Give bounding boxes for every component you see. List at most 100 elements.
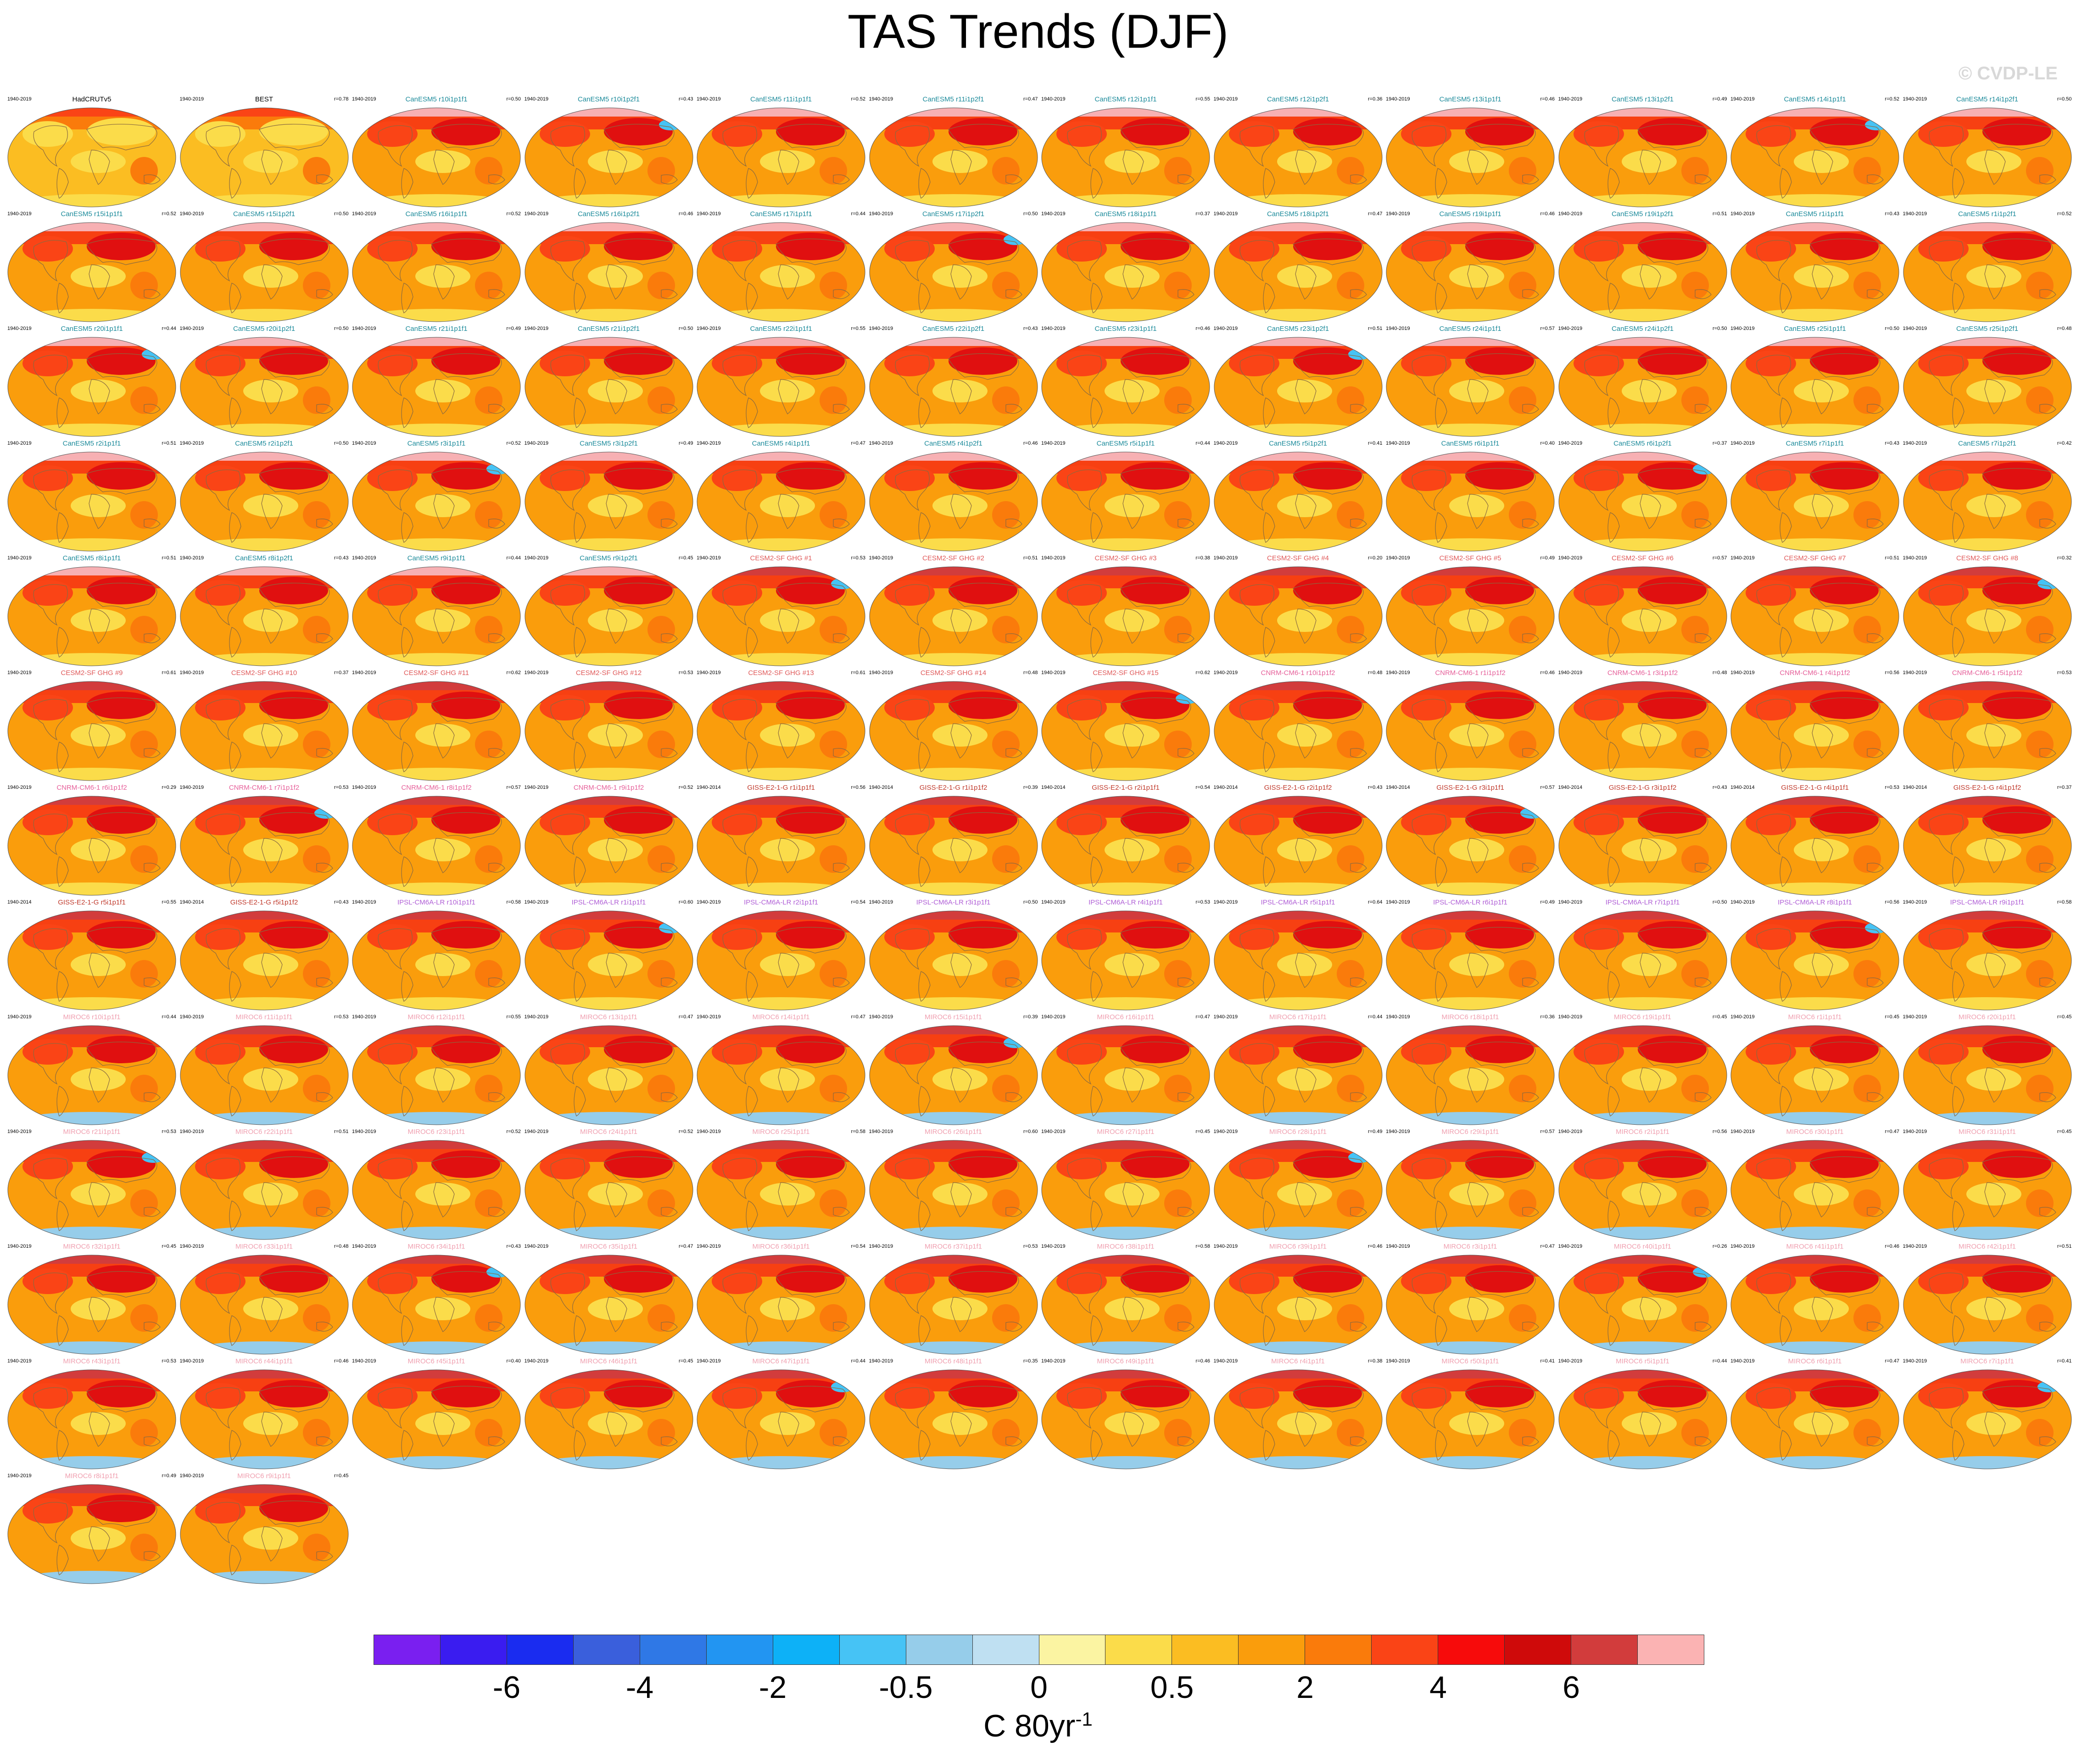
north-america-anomaly	[1746, 236, 1796, 262]
tropical-anomaly	[932, 150, 988, 173]
continent-outline	[1467, 150, 1489, 185]
map-border	[1558, 107, 1727, 207]
indian-ocean-anomaly	[647, 501, 675, 529]
north-america-anomaly	[884, 351, 935, 376]
tropical-anomaly	[415, 380, 470, 402]
map-panel: 1940-2014 GISS-E2-1-G r2i1p1f2 r=0.43	[1213, 784, 1384, 899]
continent-outline	[1005, 1207, 1022, 1217]
continent-outline	[1122, 150, 1144, 185]
continent-outline	[1262, 1430, 1275, 1461]
continent-outline	[1929, 469, 1964, 511]
southern-ocean-anomaly	[200, 1227, 329, 1239]
panel-member-name: CanESM5 r6i1p2f1	[1613, 440, 1672, 447]
panel-correlation: r=0.54	[851, 1244, 866, 1249]
continent-outline	[722, 240, 757, 282]
continent-outline	[1867, 1092, 1884, 1102]
trend-map	[697, 910, 865, 1010]
map-border	[1903, 1025, 2071, 1125]
continent-outline	[1867, 1322, 1884, 1332]
eurasia-anomaly	[87, 1380, 156, 1407]
map-border	[1041, 1025, 1210, 1125]
continent-outline	[56, 512, 69, 543]
continent-outline	[89, 838, 110, 873]
continent-outline	[33, 1158, 68, 1200]
north-america-anomaly	[1056, 1268, 1107, 1294]
continent-outline	[1350, 289, 1367, 299]
indian-ocean-anomaly	[647, 1189, 675, 1217]
indian-ocean-anomaly	[820, 1304, 847, 1332]
panel-correlation: r=0.47	[1368, 211, 1383, 217]
panel-member-name: CanESM5 r21i1p1f1	[405, 325, 468, 333]
continent-outline	[1929, 125, 1964, 167]
trend-map	[869, 1140, 1038, 1240]
continent-outline	[206, 699, 240, 741]
panel-member-name: CanESM5 r11i1p2f1	[922, 95, 984, 103]
panel-member-name: CanESM5 r5i1p1f1	[1096, 440, 1155, 447]
southern-ocean-anomaly	[372, 997, 501, 1010]
map-border	[869, 1025, 1038, 1125]
continent-outline	[1239, 1158, 1274, 1200]
map-border	[1558, 681, 1727, 781]
map-panel: 1940-2019 MIROC6 r9i1p1f1 r=0.45	[179, 1472, 350, 1587]
north-america-anomaly	[1746, 351, 1796, 376]
panel-period: 1940-2019	[7, 555, 32, 561]
continent-outline	[1780, 856, 1792, 887]
continent-outline	[378, 584, 413, 626]
panel-member-name: CESM2-SF GHG #3	[1094, 554, 1157, 562]
map-panel: 1940-2019 MIROC6 r22i1p1f1 r=0.51	[179, 1128, 350, 1243]
continent-outline	[1295, 1182, 1317, 1217]
panel-member-name: CNRM-CM6-1 r9i1p1f2	[573, 784, 644, 792]
north-america-anomaly	[367, 121, 418, 147]
map-panel: 1940-2019 CanESM5 r9i1p2f1 r=0.45	[524, 554, 694, 669]
panel-correlation: r=0.50	[2057, 96, 2072, 102]
north-america-anomaly	[195, 580, 246, 606]
tropical-anomaly	[71, 609, 126, 632]
map-panel: 1940-2019 CNRM-CM6-1 r5i1p1f2 r=0.53	[1902, 669, 2073, 784]
colorbar-swatch	[1438, 1635, 1505, 1664]
continent-outline	[1239, 814, 1274, 855]
panel-period: 1940-2019	[1903, 211, 1927, 217]
north-america-anomaly	[712, 924, 762, 950]
trend-map	[525, 1140, 693, 1240]
map-border	[1903, 796, 2071, 896]
map-border	[1558, 222, 1727, 322]
cold-anomaly	[1865, 119, 1888, 130]
panel-member-name: IPSL-CM6A-LR r10i1p1f1	[397, 899, 476, 906]
continent-outline	[431, 1386, 502, 1412]
continent-outline	[1090, 856, 1103, 887]
map-panel: 1940-2019 MIROC6 r17i1p1f1 r=0.44	[1213, 1013, 1384, 1128]
map-border	[1558, 1025, 1727, 1125]
north-america-anomaly	[1056, 351, 1107, 376]
panel-period: 1940-2019	[1903, 441, 1927, 446]
continent-outline	[1350, 1436, 1367, 1446]
continent-outline	[950, 264, 972, 300]
trend-map	[697, 337, 865, 437]
trend-map	[1386, 796, 1555, 896]
panel-period: 1940-2019	[1041, 441, 1066, 446]
continent-outline	[378, 814, 413, 855]
continent-outline	[1981, 1156, 2053, 1183]
panel-member-name: GISS-E2-1-G r2i1p1f1	[1092, 784, 1160, 792]
map-border	[7, 337, 176, 437]
continent-outline	[258, 1386, 330, 1412]
eurasia-anomaly	[1982, 118, 2051, 145]
panel-correlation: r=0.46	[1195, 1358, 1211, 1364]
map-panel: 1940-2019 CanESM5 r20i1p2f1 r=0.50	[179, 325, 350, 440]
continent-outline	[950, 953, 972, 988]
continent-outline	[948, 468, 1019, 495]
panel-correlation: r=0.47	[1540, 1244, 1555, 1249]
continent-outline	[206, 814, 240, 855]
map-panel: 1940-2019 CESM2-SF GHG #9 r=0.61	[6, 669, 177, 784]
trend-map	[1386, 1025, 1555, 1125]
page-title: TAS Trends (DJF)	[847, 5, 1229, 58]
continent-outline	[778, 608, 799, 644]
continent-outline	[918, 742, 931, 772]
southern-ocean-anomaly	[1923, 653, 2052, 666]
tropical-anomaly	[1449, 1412, 1504, 1435]
continent-outline	[1607, 1200, 1620, 1231]
north-america-anomaly	[367, 924, 418, 950]
trend-map	[1041, 1140, 1210, 1240]
map-border	[180, 1255, 348, 1355]
panel-member-name: CanESM5 r6i1p1f1	[1441, 440, 1500, 447]
map-panel: 1940-2019 MIROC6 r27i1p1f1 r=0.45	[1040, 1128, 1211, 1243]
